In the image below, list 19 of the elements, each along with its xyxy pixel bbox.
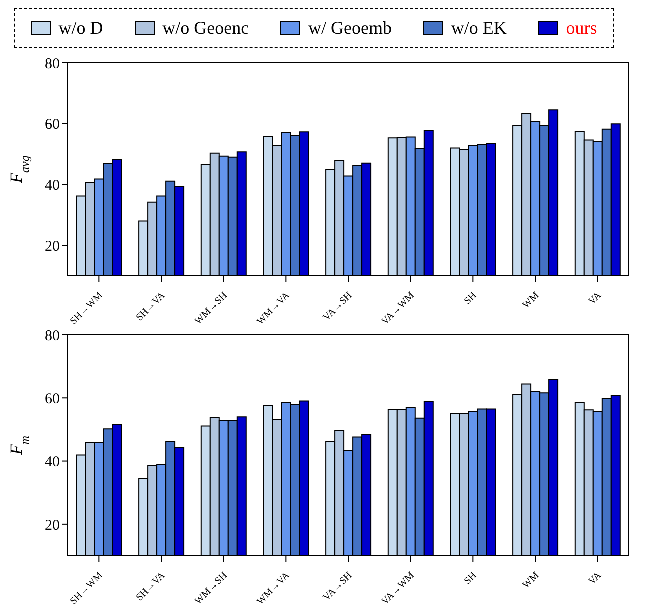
legend-label: ours [566,18,598,38]
y-tick-label: 60 [45,117,60,134]
x-tick-label: VA [586,290,605,308]
legend-label: w/ Geoemb [308,18,392,38]
x-tick-label: SH [462,570,480,588]
x-tick-label: SH [462,290,480,308]
y-tick-label: 40 [45,178,60,194]
y-tick-label: 80 [45,56,60,72]
y-tick-label: 20 [45,518,60,534]
x-tick-label: WM [520,290,542,312]
legend-label: w/o Geoenc [162,18,250,38]
x-tick-label: VA [586,570,605,588]
y-tick-label: 40 [45,454,60,471]
legend-label: w/o EK [451,18,507,38]
legend-label: w/o D [58,18,104,38]
y-tick-label: 80 [45,328,60,344]
y-tick-label: 20 [45,238,60,255]
x-tick-label: WM [520,570,542,592]
y-tick-label: 60 [45,391,60,408]
